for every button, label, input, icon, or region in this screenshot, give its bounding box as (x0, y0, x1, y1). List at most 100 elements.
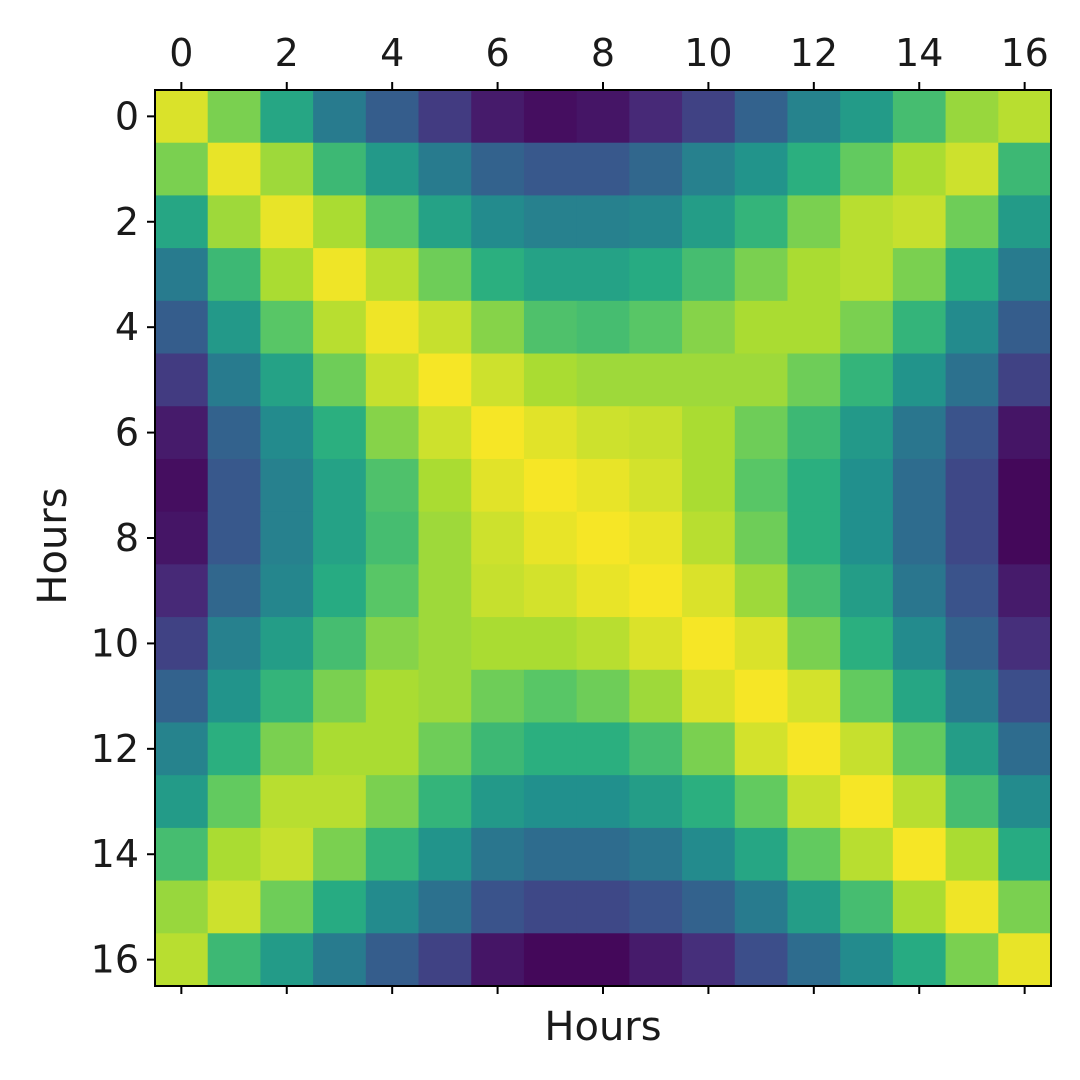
heatmap-cell (734, 353, 789, 407)
heatmap-cell (892, 300, 947, 355)
heatmap-cell (892, 142, 947, 197)
heatmap-cell (523, 511, 578, 565)
y-axis-ticks: 0 2 4 6 8 10 12 14 16 (91, 94, 155, 982)
heatmap-cell (365, 300, 420, 355)
heatmap-cell (471, 564, 525, 618)
heatmap-cell (576, 248, 630, 302)
heatmap-cell (576, 142, 630, 197)
heatmap-cell (629, 669, 683, 724)
heatmap-cell (523, 880, 578, 934)
heatmap-cell (682, 458, 736, 513)
heatmap-cell (892, 406, 947, 460)
y-axis-label: Hours (30, 487, 76, 604)
heatmap-cell (945, 722, 999, 776)
heatmap-cell (155, 827, 209, 882)
heatmap-cell (682, 775, 736, 829)
heatmap-cell (260, 564, 314, 618)
heatmap-cell (998, 775, 1052, 829)
heatmap-cell (734, 142, 789, 197)
heatmap-cell (629, 458, 683, 513)
heatmap-cell (734, 617, 789, 671)
heatmap-cell (892, 511, 947, 565)
heatmap-cell (155, 406, 209, 460)
heatmap-cell (840, 142, 894, 197)
heatmap-cell (313, 617, 367, 671)
heatmap-cell (365, 353, 420, 407)
heatmap-cell (787, 142, 841, 197)
heatmap-cell (207, 722, 262, 776)
heatmap-cell (523, 248, 578, 302)
heatmap-cell (207, 933, 262, 987)
heatmap-cell (840, 300, 894, 355)
heatmap-cell (365, 90, 420, 144)
heatmap-cell (365, 458, 420, 513)
heatmap-cell (313, 722, 367, 776)
heatmap-cell (155, 142, 209, 197)
y-tick-label: 0 (115, 94, 139, 138)
heatmap-cell (840, 458, 894, 513)
heatmap-cell (998, 669, 1052, 724)
heatmap-cell (471, 933, 525, 987)
x-tick-label: 12 (790, 31, 838, 75)
heatmap-cell (365, 775, 420, 829)
heatmap-cell (260, 880, 314, 934)
heatmap-cell (313, 142, 367, 197)
heatmap-cell (313, 827, 367, 882)
heatmap-cell (629, 933, 683, 987)
heatmap-cell (576, 511, 630, 565)
x-tick-label: 6 (485, 31, 509, 75)
heatmap-cell (787, 880, 841, 934)
heatmap-cell (471, 511, 525, 565)
heatmap-cells (155, 90, 1052, 987)
heatmap-cell (155, 353, 209, 407)
heatmap-cell (365, 880, 420, 934)
heatmap-cell (734, 248, 789, 302)
heatmap-cell (682, 300, 736, 355)
heatmap-cell (418, 722, 472, 776)
heatmap-cell (629, 827, 683, 882)
heatmap-cell (313, 511, 367, 565)
heatmap-cell (682, 142, 736, 197)
heatmap-cell (787, 933, 841, 987)
heatmap-cell (418, 511, 472, 565)
x-tick-label: 4 (380, 31, 404, 75)
heatmap-cell (629, 142, 683, 197)
heatmap-cell (155, 300, 209, 355)
heatmap-cell (682, 90, 736, 144)
heatmap-cell (787, 722, 841, 776)
heatmap-cell (682, 617, 736, 671)
heatmap-cell (840, 195, 894, 249)
heatmap-cell (682, 406, 736, 460)
heatmap-cell (260, 511, 314, 565)
heatmap-cell (576, 406, 630, 460)
heatmap-cell (682, 880, 736, 934)
heatmap-cell (576, 90, 630, 144)
heatmap-cell (207, 248, 262, 302)
heatmap-cell (734, 775, 789, 829)
heatmap-cell (365, 195, 420, 249)
heatmap-cell (682, 195, 736, 249)
heatmap-cell (207, 195, 262, 249)
heatmap-cell (365, 406, 420, 460)
heatmap-cell (576, 775, 630, 829)
heatmap-cell (418, 142, 472, 197)
heatmap-cell (418, 669, 472, 724)
x-tick-label: 0 (169, 31, 193, 75)
heatmap-cell (998, 90, 1052, 144)
heatmap-cell (365, 617, 420, 671)
heatmap-cell (682, 827, 736, 882)
heatmap-cell (998, 248, 1052, 302)
x-tick-label: 10 (684, 31, 732, 75)
heatmap-cell (998, 300, 1052, 355)
heatmap-cell (313, 248, 367, 302)
heatmap-cell (260, 248, 314, 302)
y-tick-label: 2 (115, 200, 139, 244)
heatmap-cell (418, 775, 472, 829)
y-tick-label: 10 (91, 621, 139, 665)
heatmap-cell (260, 142, 314, 197)
heatmap-cell (418, 617, 472, 671)
heatmap-cell (418, 406, 472, 460)
heatmap-cell (207, 511, 262, 565)
heatmap-cell (523, 142, 578, 197)
